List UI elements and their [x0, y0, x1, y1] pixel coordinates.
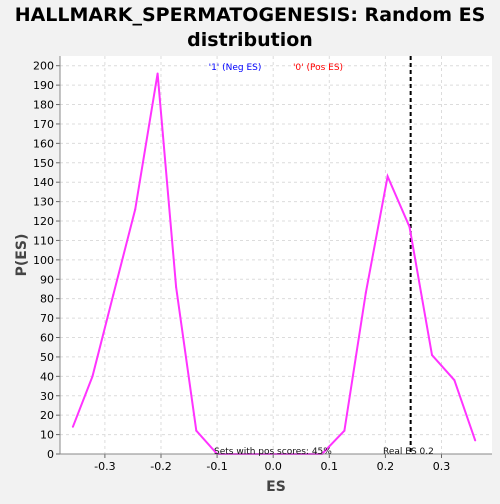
y-tick-label: 190: [33, 79, 54, 92]
chart-title-line-2: distribution: [187, 29, 313, 51]
x-tick-label: -0.1: [206, 460, 227, 473]
chart-title-line-1: HALLMARK_SPERMATOGENESIS: Random ES: [15, 4, 486, 26]
data-point: [134, 208, 137, 211]
y-tick-label: 110: [33, 234, 54, 247]
data-point: [71, 425, 74, 428]
data-point: [91, 375, 94, 378]
x-tick-label: 0.0: [264, 460, 282, 473]
data-point: [156, 72, 159, 75]
legend-entry-pos-es: '0' (Pos ES): [293, 63, 343, 73]
y-tick-label: 80: [40, 293, 54, 306]
x-tick-label: 0.1: [321, 460, 339, 473]
data-point: [175, 286, 178, 288]
annotation-pos-scores: Sets with pos scores: 45%: [214, 447, 332, 457]
y-tick-label: 60: [40, 332, 54, 345]
y-tick-label: 90: [40, 273, 54, 286]
y-tick-label: 70: [40, 312, 54, 325]
y-axis-title: P(ES): [14, 234, 30, 277]
data-point: [364, 291, 367, 294]
data-point: [386, 175, 389, 178]
y-tick-label: 0: [47, 448, 54, 461]
axes: 0 10 20 30 40 50 60 70 80 90 100 110 120 130 140 150 160…: [33, 56, 492, 473]
x-tick-label: 0.2: [377, 460, 395, 473]
y-tick-label: 10: [40, 429, 54, 442]
plot-area: [60, 56, 492, 454]
y-tick-label: 120: [33, 215, 54, 228]
y-tick-label: 40: [40, 370, 54, 383]
x-tick-label: -0.2: [150, 460, 171, 473]
data-point: [195, 429, 198, 432]
y-tick-label: 20: [40, 409, 54, 422]
x-axis-title: ES: [266, 479, 286, 495]
data-point: [408, 225, 411, 228]
data-point: [343, 429, 346, 432]
data-point: [431, 354, 433, 356]
y-tick-label: 30: [40, 390, 54, 403]
y-tick-label: 160: [33, 137, 54, 150]
y-tick-label: 170: [33, 118, 54, 131]
legend-entry-neg-es: '1' (Neg ES): [209, 63, 262, 73]
data-point: [474, 439, 477, 442]
y-tick-label: 150: [33, 157, 54, 170]
y-tick-label: 100: [33, 254, 54, 267]
y-tick-label: 200: [33, 60, 54, 73]
gridlines: [60, 56, 492, 455]
y-tick-label: 180: [33, 99, 54, 112]
data-point: [112, 293, 115, 296]
y-tick-label: 50: [40, 351, 54, 364]
annotation-real-es: Real ES 0.2: [383, 447, 434, 457]
x-tick-label: 0.3: [433, 460, 451, 473]
y-tick-label: 140: [33, 176, 54, 189]
y-tick-label: 130: [33, 196, 54, 209]
data-point: [453, 379, 456, 382]
x-tick-label: -0.3: [94, 460, 115, 473]
